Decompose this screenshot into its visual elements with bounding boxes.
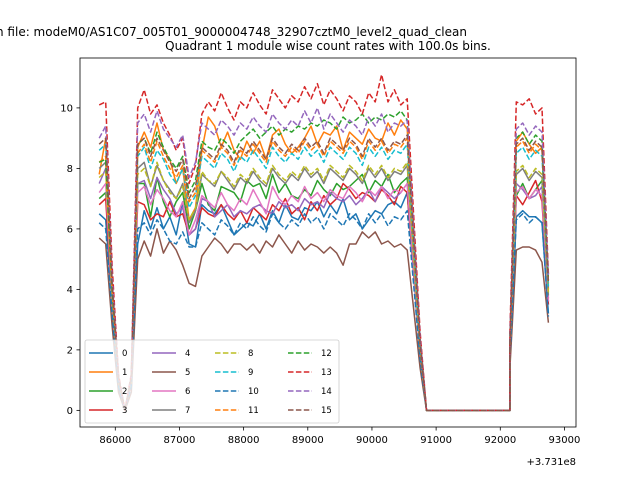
legend-label-2: 2 [122,387,127,397]
y-axis: 0 2 4 6 8 10 [60,103,80,417]
legend-label-7: 7 [185,406,190,416]
legend-label-3: 3 [122,406,127,416]
legend-label-14: 14 [321,387,332,397]
legend-label-11: 11 [248,406,259,416]
series-line-14 [98,107,550,412]
y-tick-label: 6 [67,224,73,235]
legend-label-8: 8 [248,349,253,359]
series-line-15 [98,134,550,412]
legend-label-6: 6 [185,387,190,397]
x-offset-label: +3.731e8 [526,457,576,468]
series-line-12 [98,110,550,412]
x-tick-label: 86000 [99,435,131,446]
y-tick-label: 8 [67,164,73,175]
axes-frame [79,57,577,428]
legend-label-4: 4 [185,349,190,359]
legend-box [84,339,340,424]
y-tick-label: 2 [67,345,73,356]
series-line-13 [98,73,550,412]
legend-label-5: 5 [185,368,190,378]
x-tick-label: 89000 [292,435,324,446]
chart-title: Quadrant 1 module wise count rates with … [165,39,491,53]
x-tick-label: 88000 [228,435,260,446]
x-axis: 86000 87000 88000 89000 90000 91000 92000 93000 [99,427,580,446]
legend-label-10: 10 [248,387,259,397]
x-tick-label: 93000 [549,435,581,446]
plot-lines [98,73,550,412]
y-tick-label: 4 [67,285,73,296]
x-tick-label: 91000 [420,435,452,446]
x-tick-label: 92000 [484,435,516,446]
figure-suptitle: n file: modeM0/AS1C07_005T01_9000004748_… [0,25,467,39]
y-tick-label: 0 [67,406,73,417]
legend-label-12: 12 [321,349,332,359]
legend-label-0: 0 [122,349,127,359]
series-line-11 [98,137,550,412]
x-tick-label: 87000 [164,435,196,446]
legend-label-1: 1 [122,368,127,378]
y-tick-label: 10 [60,103,73,114]
legend-label-13: 13 [321,368,332,378]
x-tick-label: 90000 [356,435,388,446]
legend-label-15: 15 [321,406,332,416]
legend-label-9: 9 [248,368,253,378]
